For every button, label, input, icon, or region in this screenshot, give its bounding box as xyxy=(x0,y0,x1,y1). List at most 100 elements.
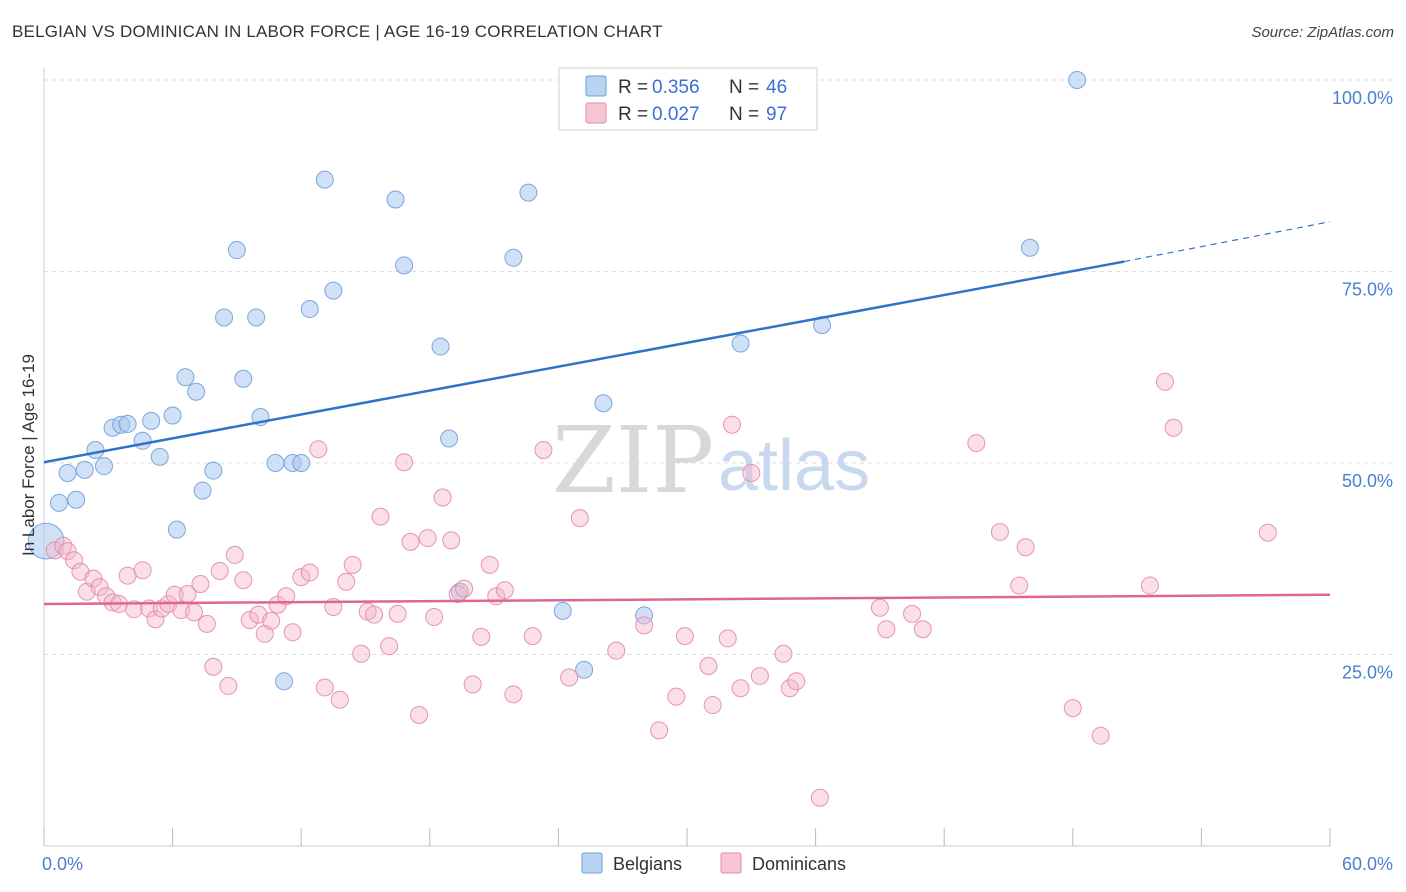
belgians-point xyxy=(1020,238,1039,257)
dominicans-point xyxy=(210,562,229,581)
belgians-point xyxy=(395,256,414,275)
belgians-point xyxy=(300,300,319,319)
dominicans-point xyxy=(380,637,399,656)
belgians-point xyxy=(215,308,234,327)
legend-n-value-dominicans: 97 xyxy=(766,104,787,125)
series-legend-label-dominicans: Dominicans xyxy=(752,854,846,874)
dominicans-point xyxy=(780,679,799,698)
dominicans-point xyxy=(255,624,274,643)
dominicans-point xyxy=(65,551,84,570)
trend-lines xyxy=(43,221,1331,606)
dominicans-point xyxy=(125,600,144,619)
legend: R = 0.356 N = 46 R = 0.027 N = 97 xyxy=(558,67,818,131)
series-legend-swatch-belgians xyxy=(581,852,603,874)
dominicans-point xyxy=(731,679,750,698)
dominicans-point xyxy=(309,440,328,459)
belgians-point xyxy=(731,334,750,353)
belgians-point xyxy=(519,183,538,202)
dominicans-point xyxy=(667,687,686,706)
belgians-point xyxy=(386,190,405,209)
dominicans-point xyxy=(300,563,319,582)
dominicans-point xyxy=(534,440,553,459)
belgians-point xyxy=(150,447,169,466)
belgians-trend-extension xyxy=(1124,221,1331,263)
dominicans-point xyxy=(1010,576,1029,595)
dominicans-point xyxy=(371,507,390,526)
belgians-point xyxy=(167,520,186,539)
axes xyxy=(43,68,1331,847)
belgians-point xyxy=(266,454,285,472)
dominicans-point xyxy=(455,579,474,598)
dominicans-point xyxy=(742,463,761,482)
source-label: Source: ZipAtlas.com xyxy=(1251,24,1394,41)
dominicans-point xyxy=(90,578,109,597)
dominicans-point xyxy=(495,581,514,600)
legend-r-label-dominicans: R = xyxy=(618,104,648,125)
dominicans-point xyxy=(292,568,311,587)
belgians-point xyxy=(163,406,182,425)
legend-n-label-belgians: N = xyxy=(729,77,759,98)
belgians-point xyxy=(1068,71,1087,89)
dominicans-point xyxy=(425,607,444,626)
dominicans-point xyxy=(650,721,669,740)
dominicans-point xyxy=(560,668,579,687)
dominicans-point xyxy=(1140,576,1159,595)
dominicans-point xyxy=(401,532,420,551)
belgians-point xyxy=(133,431,152,450)
dominicans-point xyxy=(750,666,769,685)
dominicans-point xyxy=(810,788,829,807)
belgians-point xyxy=(204,461,223,480)
belgians-point xyxy=(118,414,137,433)
dominicans-point xyxy=(433,488,452,507)
series-legend-label-belgians: Belgians xyxy=(613,854,682,874)
dominicans-point xyxy=(699,656,718,675)
y-axis-label: In Labor Force | Age 16-19 xyxy=(19,354,38,556)
belgians-point xyxy=(67,490,86,509)
dominicans-point xyxy=(703,696,722,715)
watermark-zip: ZIP xyxy=(552,407,714,514)
belgians-point xyxy=(142,411,161,430)
y-tick-label: 50.0% xyxy=(1342,471,1393,491)
dominicans-point xyxy=(913,620,932,639)
belgians-point xyxy=(594,394,613,413)
dominicans-point xyxy=(197,614,216,633)
legend-swatch-dominicans xyxy=(585,102,607,124)
series-legend: Belgians Dominicans xyxy=(581,852,846,874)
y-tick-label: 25.0% xyxy=(1342,663,1393,683)
dominicans-point xyxy=(410,706,429,725)
dominicans-point xyxy=(1155,372,1174,391)
dominicans-point xyxy=(1164,418,1183,437)
dominicans-point xyxy=(219,676,238,695)
dominicans-point xyxy=(204,657,223,676)
dominicans-point xyxy=(570,509,589,528)
legend-r-value-dominicans: 0.027 xyxy=(652,104,700,125)
dominicans-point xyxy=(675,627,694,646)
belgians-point xyxy=(440,429,459,448)
dominicans-point xyxy=(1258,523,1277,542)
watermark-atlas: atlas xyxy=(718,426,870,506)
belgians-point xyxy=(431,337,450,356)
belgians-point xyxy=(95,457,114,476)
dominicans-point xyxy=(903,604,922,623)
dominicans-point xyxy=(635,616,654,635)
dominicans-point xyxy=(718,629,737,648)
dominicans-point xyxy=(118,566,137,585)
dominicans-point xyxy=(45,541,64,560)
belgians-point xyxy=(504,248,523,267)
y-tick-label: 100.0% xyxy=(1332,88,1393,108)
watermark: ZIP atlas xyxy=(552,407,870,514)
belgians-point xyxy=(635,606,654,625)
dominicans-point xyxy=(472,627,491,646)
series-legend-swatch-dominicans xyxy=(720,852,742,874)
belgians-point xyxy=(234,369,253,388)
dominicans-point xyxy=(352,644,371,663)
dominicans-point xyxy=(388,604,407,623)
belgians-point xyxy=(187,382,206,401)
dominicans-point xyxy=(480,555,499,574)
belgians-trend-line xyxy=(43,260,1125,464)
dominicans-point xyxy=(330,690,349,709)
dominicans-point xyxy=(990,522,1009,541)
dominicans-point xyxy=(504,685,523,704)
dominicans-point xyxy=(343,555,362,574)
